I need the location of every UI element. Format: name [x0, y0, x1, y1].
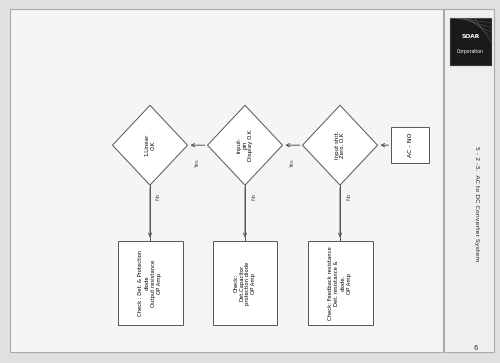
Text: AC - NO: AC - NO [408, 133, 412, 158]
FancyBboxPatch shape [450, 18, 491, 65]
Text: Corporation: Corporation [457, 49, 484, 54]
FancyBboxPatch shape [10, 9, 442, 352]
Text: 5 - 2 -3.  AC to DC Converter System: 5 - 2 -3. AC to DC Converter System [474, 146, 478, 261]
Text: No: No [156, 192, 161, 200]
FancyBboxPatch shape [391, 127, 428, 163]
Text: Input shrt.
Zero. O.K: Input shrt. Zero. O.K [334, 131, 345, 159]
Text: Check: Feedback resistance
Det. resistance &
diode.
OP Amp: Check: Feedback resistance Det. resistan… [328, 246, 351, 320]
FancyBboxPatch shape [308, 241, 372, 325]
Polygon shape [302, 105, 378, 185]
Text: Check : Det. & Protection
diode
Output resistance
OP Amp: Check : Det. & Protection diode Output r… [138, 250, 162, 316]
Text: No: No [346, 192, 351, 200]
Text: Yes: Yes [290, 160, 295, 168]
Text: Input-
pin
Display O.K: Input- pin Display O.K [236, 130, 254, 161]
Polygon shape [112, 105, 188, 185]
Polygon shape [208, 105, 282, 185]
Text: Yes: Yes [195, 160, 200, 168]
Text: 6: 6 [474, 346, 478, 351]
FancyBboxPatch shape [118, 241, 182, 325]
Text: 1.Linear
O.K: 1.Linear O.K [144, 134, 156, 156]
Text: No: No [251, 192, 256, 200]
Text: SOAR: SOAR [462, 34, 479, 38]
FancyBboxPatch shape [444, 9, 494, 352]
FancyBboxPatch shape [212, 241, 278, 325]
Text: Check:
Det.Capacitor
protection diode
OP Amp: Check: Det.Capacitor protection diode OP… [234, 261, 256, 305]
